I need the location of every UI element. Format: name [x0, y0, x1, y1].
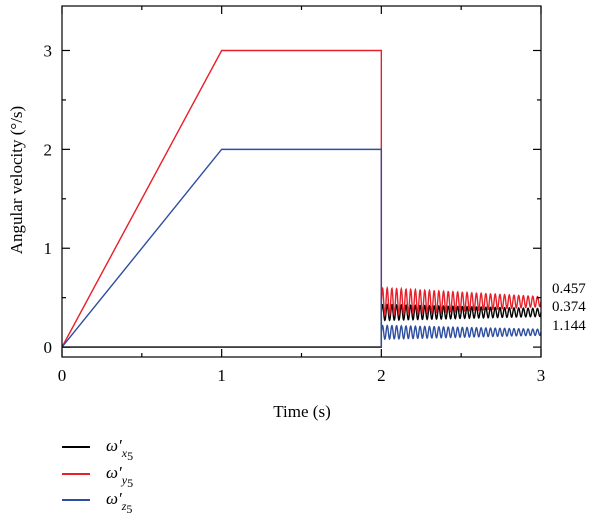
end-labels: 0.457 0.374 1.144 [552, 281, 586, 334]
legend-label: ω′x5 [106, 436, 133, 463]
y-tick-label: 2 [44, 140, 53, 159]
x-tick-label: 2 [377, 366, 386, 385]
end-value-label: 0.457 [552, 281, 586, 297]
plot-area [61, 49, 542, 348]
y-tick-label: 3 [44, 41, 53, 60]
series-line-2 [61, 49, 542, 348]
x-tick-label: 1 [217, 366, 226, 385]
plot-frame [61, 5, 542, 358]
y-tick-label: 1 [44, 239, 53, 258]
x-tick-label: 0 [58, 366, 67, 385]
axes: 0 1 2 3 0 1 2 3 [44, 5, 546, 385]
legend-label: ω′z5 [106, 489, 132, 516]
end-value-label: 0.374 [552, 299, 586, 315]
legend: ω′x5ω′y5ω′z5 [62, 436, 133, 516]
y-axis-label: Angular velocity (°/s) [7, 106, 26, 254]
legend-label: ω′y5 [106, 463, 133, 490]
series-line-1 [62, 292, 542, 348]
end-value-label: 1.144 [552, 318, 586, 334]
x-tick-label: 3 [537, 366, 546, 385]
series-line-3 [61, 148, 542, 348]
x-axis-label: Time (s) [273, 402, 330, 421]
y-tick-label: 0 [44, 338, 53, 357]
